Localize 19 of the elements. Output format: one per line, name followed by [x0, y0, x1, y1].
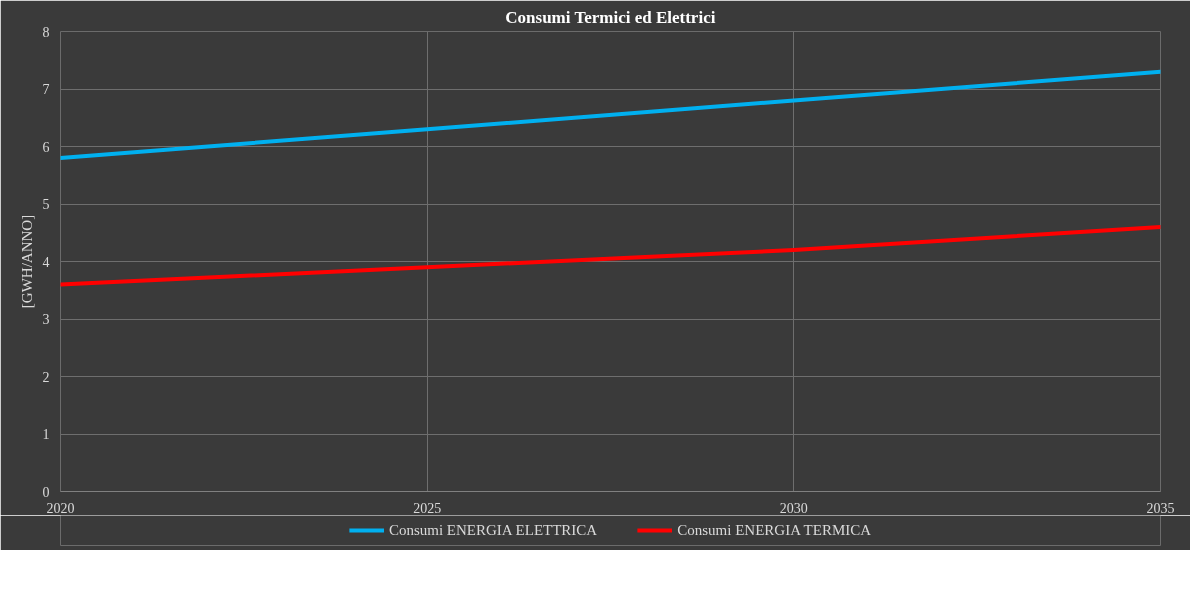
legend-label: Consumi ENERGIA TERMICA — [677, 521, 872, 539]
legend-label: Consumi ENERGIA ELETTRICA — [388, 521, 598, 539]
y-tick-label: 7 — [42, 82, 50, 97]
y-tick-label: 0 — [42, 484, 50, 500]
y-tick-label: 6 — [42, 139, 50, 155]
chart-title: Consumi Termici ed Elettrici — [505, 7, 716, 27]
x-tick-label: 2025 — [413, 500, 442, 516]
x-tick-label: 2020 — [46, 500, 75, 516]
y-tick-label: 1 — [42, 427, 50, 442]
y-tick-label: 3 — [42, 312, 50, 327]
x-tick-label: 2035 — [1146, 500, 1175, 516]
x-tick-label: 2030 — [779, 500, 808, 516]
y-axis-title: [GWH/ANNO] — [18, 214, 35, 309]
line-series — [60, 225, 1161, 287]
y-tick-label: 2 — [42, 369, 50, 385]
y-tick-label: 8 — [42, 24, 50, 40]
line-series — [60, 69, 1161, 160]
y-tick-label: 5 — [42, 197, 50, 212]
y-tick-label: 4 — [42, 254, 50, 270]
